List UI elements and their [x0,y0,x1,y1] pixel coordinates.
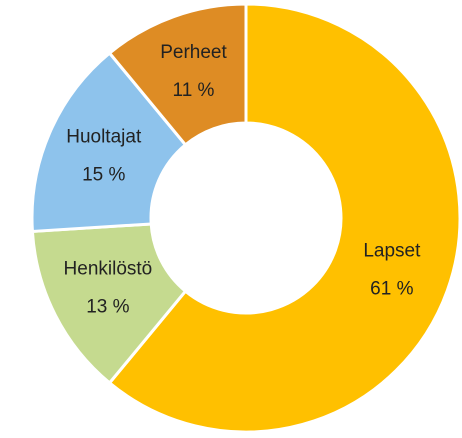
slice-category-label: Lapset [363,241,421,262]
slice-value-label: 61 % [370,279,413,300]
slice-category-label: Perheet [160,42,227,63]
slice-value-label: 15 % [82,164,125,185]
slice-value-label: 11 % [173,80,215,101]
donut-slice [107,2,462,434]
donut-slice [107,2,248,147]
donut-slice [30,222,188,386]
slice-value-label: 13 % [86,296,129,317]
donut-slice [30,50,188,234]
slice-category-label: Huoltajat [66,126,142,147]
slice-category-label: Henkilöstö [64,258,153,279]
